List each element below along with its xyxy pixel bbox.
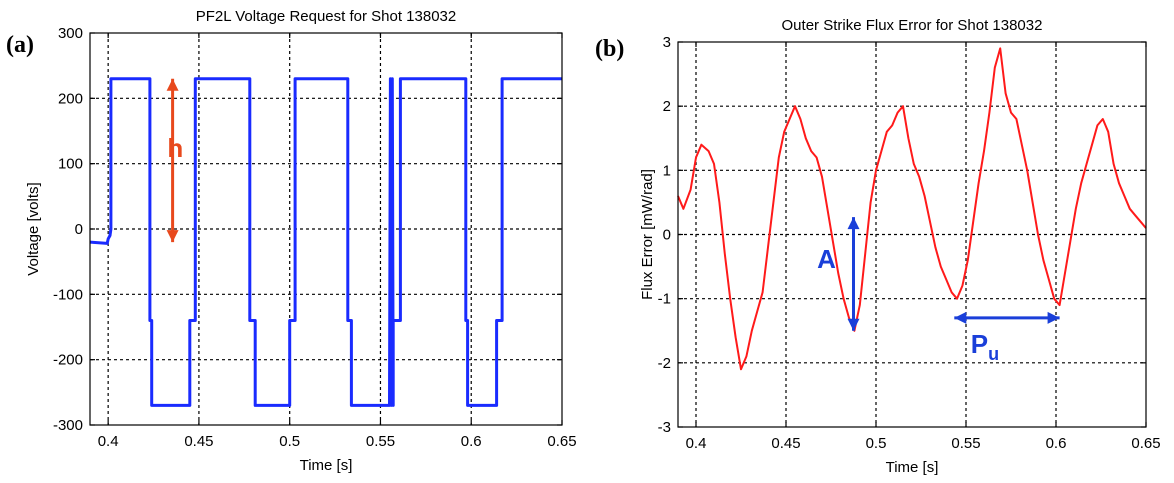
panel-label: (a) — [6, 32, 34, 58]
y-tick-label: -200 — [53, 352, 83, 369]
x-tick-label: 0.6 — [461, 433, 482, 450]
annotation-label: h — [167, 133, 183, 163]
x-tick-label: 0.55 — [951, 435, 980, 452]
panel-label: (b) — [595, 36, 624, 62]
x-tick-label: 0.65 — [1131, 435, 1160, 452]
x-tick-label: 0.65 — [547, 433, 576, 450]
y-tick-label: 0 — [75, 221, 83, 238]
x-tick-label: 0.4 — [98, 433, 119, 450]
chart-title: Outer Strike Flux Error for Shot 138032 — [782, 17, 1043, 34]
y-tick-label: -2 — [658, 355, 671, 372]
annotation-arrowhead — [847, 217, 860, 230]
y-tick-label: 200 — [58, 90, 83, 107]
annotation-arrowhead — [1047, 311, 1060, 324]
y-tick-label: 0 — [663, 227, 671, 244]
chart-panel-b: 0.4 0.45 0.5 0.55 0.6 0.65 -3 -2 -1 0 1 2 3 Outer Str… — [595, 17, 1161, 476]
annotation-arrowhead — [166, 78, 179, 91]
y-axis-label: Voltage [volts] — [25, 182, 42, 275]
annotation-label: A — [817, 244, 836, 274]
x-tick-label: 0.45 — [771, 435, 800, 452]
y-tick-label: -3 — [658, 419, 671, 436]
series-line — [677, 47, 1147, 371]
annotation-subscript: u — [988, 344, 999, 364]
x-tick-label: 0.45 — [184, 433, 213, 450]
y-tick-label: 1 — [663, 162, 671, 179]
annotation-label: Pu — [971, 329, 999, 364]
x-tick-label: 0.55 — [366, 433, 395, 450]
y-tick-label: 2 — [663, 98, 671, 115]
x-tick-label: 0.5 — [279, 433, 300, 450]
annotation-arrowhead — [954, 311, 967, 324]
series-line — [89, 77, 562, 407]
x-tick-label: 0.6 — [1046, 435, 1067, 452]
x-axis-label: Time [s] — [886, 459, 939, 476]
y-tick-label: -1 — [658, 291, 671, 308]
x-axis-label: Time [s] — [300, 457, 353, 474]
y-axis-label: Flux Error [mW/rad] — [639, 169, 656, 300]
annotation-arrowhead — [166, 230, 179, 243]
y-tick-label: -100 — [53, 286, 83, 303]
y-tick-label: 100 — [58, 156, 83, 173]
y-tick-label: 3 — [663, 34, 671, 51]
chart-title: PF2L Voltage Request for Shot 138032 — [196, 8, 456, 25]
annotation-arrowhead — [847, 318, 860, 331]
x-tick-label: 0.4 — [686, 435, 707, 452]
y-tick-label: 300 — [58, 25, 83, 42]
y-tick-label: -300 — [53, 417, 83, 434]
x-tick-label: 0.5 — [866, 435, 887, 452]
chart-panel-a: 0.4 0.45 0.5 0.55 0.6 0.65 -300 -200 -100 0 100 200… — [6, 8, 577, 474]
